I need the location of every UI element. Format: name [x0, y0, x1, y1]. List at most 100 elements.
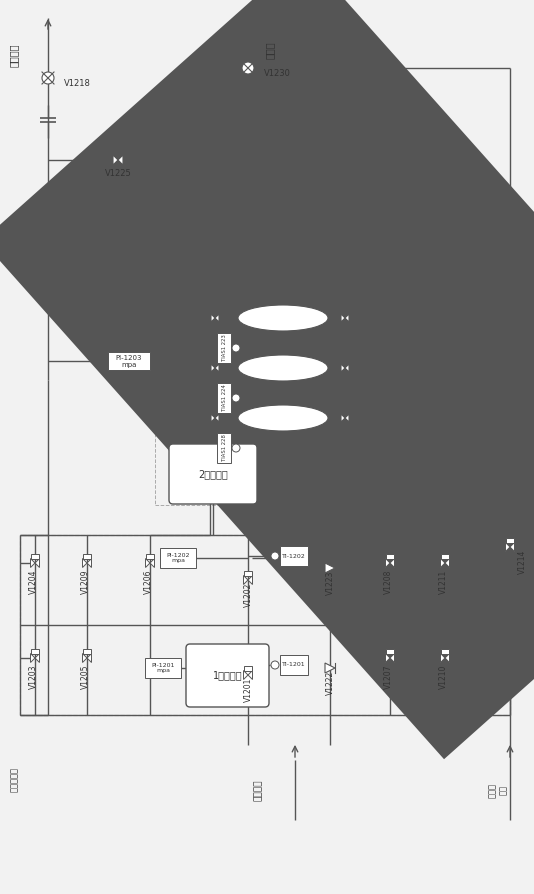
- Polygon shape: [325, 563, 335, 573]
- Polygon shape: [341, 314, 345, 322]
- Bar: [145, 658, 181, 678]
- Polygon shape: [248, 576, 253, 585]
- Text: V1218: V1218: [64, 80, 91, 89]
- Text: V1201: V1201: [244, 678, 253, 702]
- Polygon shape: [113, 155, 118, 165]
- Polygon shape: [345, 314, 349, 322]
- Text: 2号分子筛: 2号分子筛: [198, 469, 228, 479]
- Ellipse shape: [238, 355, 328, 381]
- Bar: [217, 383, 231, 413]
- Polygon shape: [506, 543, 510, 552]
- Text: TI-1202: TI-1202: [282, 553, 306, 559]
- Polygon shape: [445, 654, 450, 662]
- Polygon shape: [441, 559, 445, 568]
- Text: V1214: V1214: [518, 550, 527, 574]
- Bar: [160, 548, 196, 568]
- Polygon shape: [390, 559, 395, 568]
- Bar: [441, 648, 449, 654]
- Circle shape: [232, 444, 240, 452]
- Text: 纯化液出口: 纯化液出口: [10, 768, 19, 792]
- Text: V1223: V1223: [326, 570, 334, 595]
- Text: 空分装置: 空分装置: [9, 43, 19, 67]
- Bar: [20, 535, 510, 715]
- Text: V1207: V1207: [383, 665, 392, 689]
- Text: V1230: V1230: [264, 70, 291, 79]
- Polygon shape: [87, 654, 91, 662]
- Bar: [280, 655, 308, 675]
- Polygon shape: [215, 414, 219, 422]
- Text: 1号分子筛: 1号分子筛: [213, 670, 242, 680]
- Text: V1209: V1209: [81, 569, 90, 595]
- Polygon shape: [345, 364, 349, 372]
- Polygon shape: [118, 155, 123, 165]
- Polygon shape: [35, 654, 40, 662]
- Text: PI-1203
mpa: PI-1203 mpa: [116, 355, 142, 367]
- FancyBboxPatch shape: [186, 644, 269, 707]
- Polygon shape: [510, 543, 514, 552]
- Ellipse shape: [238, 305, 328, 331]
- Text: V1208: V1208: [383, 569, 392, 595]
- Polygon shape: [215, 314, 219, 322]
- Polygon shape: [215, 364, 219, 372]
- Polygon shape: [82, 654, 87, 662]
- Bar: [108, 352, 150, 370]
- Polygon shape: [341, 364, 345, 372]
- Polygon shape: [30, 559, 35, 568]
- Bar: [386, 648, 394, 654]
- Polygon shape: [244, 670, 248, 679]
- Polygon shape: [87, 559, 91, 568]
- Text: TIAS1 224: TIAS1 224: [222, 384, 226, 411]
- Text: PI-1202
mpa: PI-1202 mpa: [166, 552, 190, 563]
- Polygon shape: [82, 559, 87, 568]
- Bar: [244, 570, 252, 576]
- Text: V1222: V1222: [326, 670, 334, 696]
- Text: TI-1201: TI-1201: [282, 662, 306, 668]
- Polygon shape: [386, 654, 390, 662]
- Polygon shape: [211, 364, 215, 372]
- Polygon shape: [386, 559, 390, 568]
- Text: 分馏塔: 分馏塔: [265, 41, 275, 59]
- Polygon shape: [244, 576, 248, 585]
- Text: V1203: V1203: [28, 665, 37, 689]
- Bar: [31, 553, 39, 559]
- Polygon shape: [325, 663, 335, 673]
- Text: 制冷系统: 制冷系统: [254, 780, 263, 801]
- Polygon shape: [445, 559, 450, 568]
- FancyBboxPatch shape: [169, 444, 257, 504]
- Text: V1204: V1204: [28, 569, 37, 595]
- Polygon shape: [248, 670, 253, 679]
- Text: V1211: V1211: [438, 569, 447, 595]
- Circle shape: [271, 552, 279, 560]
- Polygon shape: [390, 654, 395, 662]
- Bar: [441, 553, 449, 559]
- Bar: [506, 537, 514, 543]
- Polygon shape: [441, 654, 445, 662]
- Circle shape: [42, 72, 54, 84]
- Text: V1206: V1206: [144, 569, 153, 595]
- Polygon shape: [30, 654, 35, 662]
- Bar: [217, 333, 231, 363]
- Text: 纯化液
出口: 纯化液 出口: [488, 782, 508, 797]
- Polygon shape: [145, 559, 150, 568]
- Text: TIAS1 228: TIAS1 228: [222, 434, 226, 461]
- Bar: [83, 553, 91, 559]
- Text: TIAS1 223: TIAS1 223: [222, 334, 226, 361]
- Text: V1210: V1210: [438, 665, 447, 689]
- Bar: [244, 665, 252, 670]
- Bar: [31, 648, 39, 654]
- Polygon shape: [341, 414, 345, 422]
- Polygon shape: [345, 414, 349, 422]
- Text: V1202: V1202: [244, 583, 253, 607]
- Circle shape: [242, 62, 254, 74]
- Bar: [386, 553, 394, 559]
- Text: V1225: V1225: [105, 168, 131, 178]
- Bar: [280, 546, 308, 566]
- Polygon shape: [211, 314, 215, 322]
- Polygon shape: [150, 559, 154, 568]
- Circle shape: [232, 394, 240, 402]
- Circle shape: [271, 661, 279, 669]
- Bar: [146, 553, 154, 559]
- Polygon shape: [211, 414, 215, 422]
- Ellipse shape: [238, 405, 328, 431]
- Bar: [217, 433, 231, 463]
